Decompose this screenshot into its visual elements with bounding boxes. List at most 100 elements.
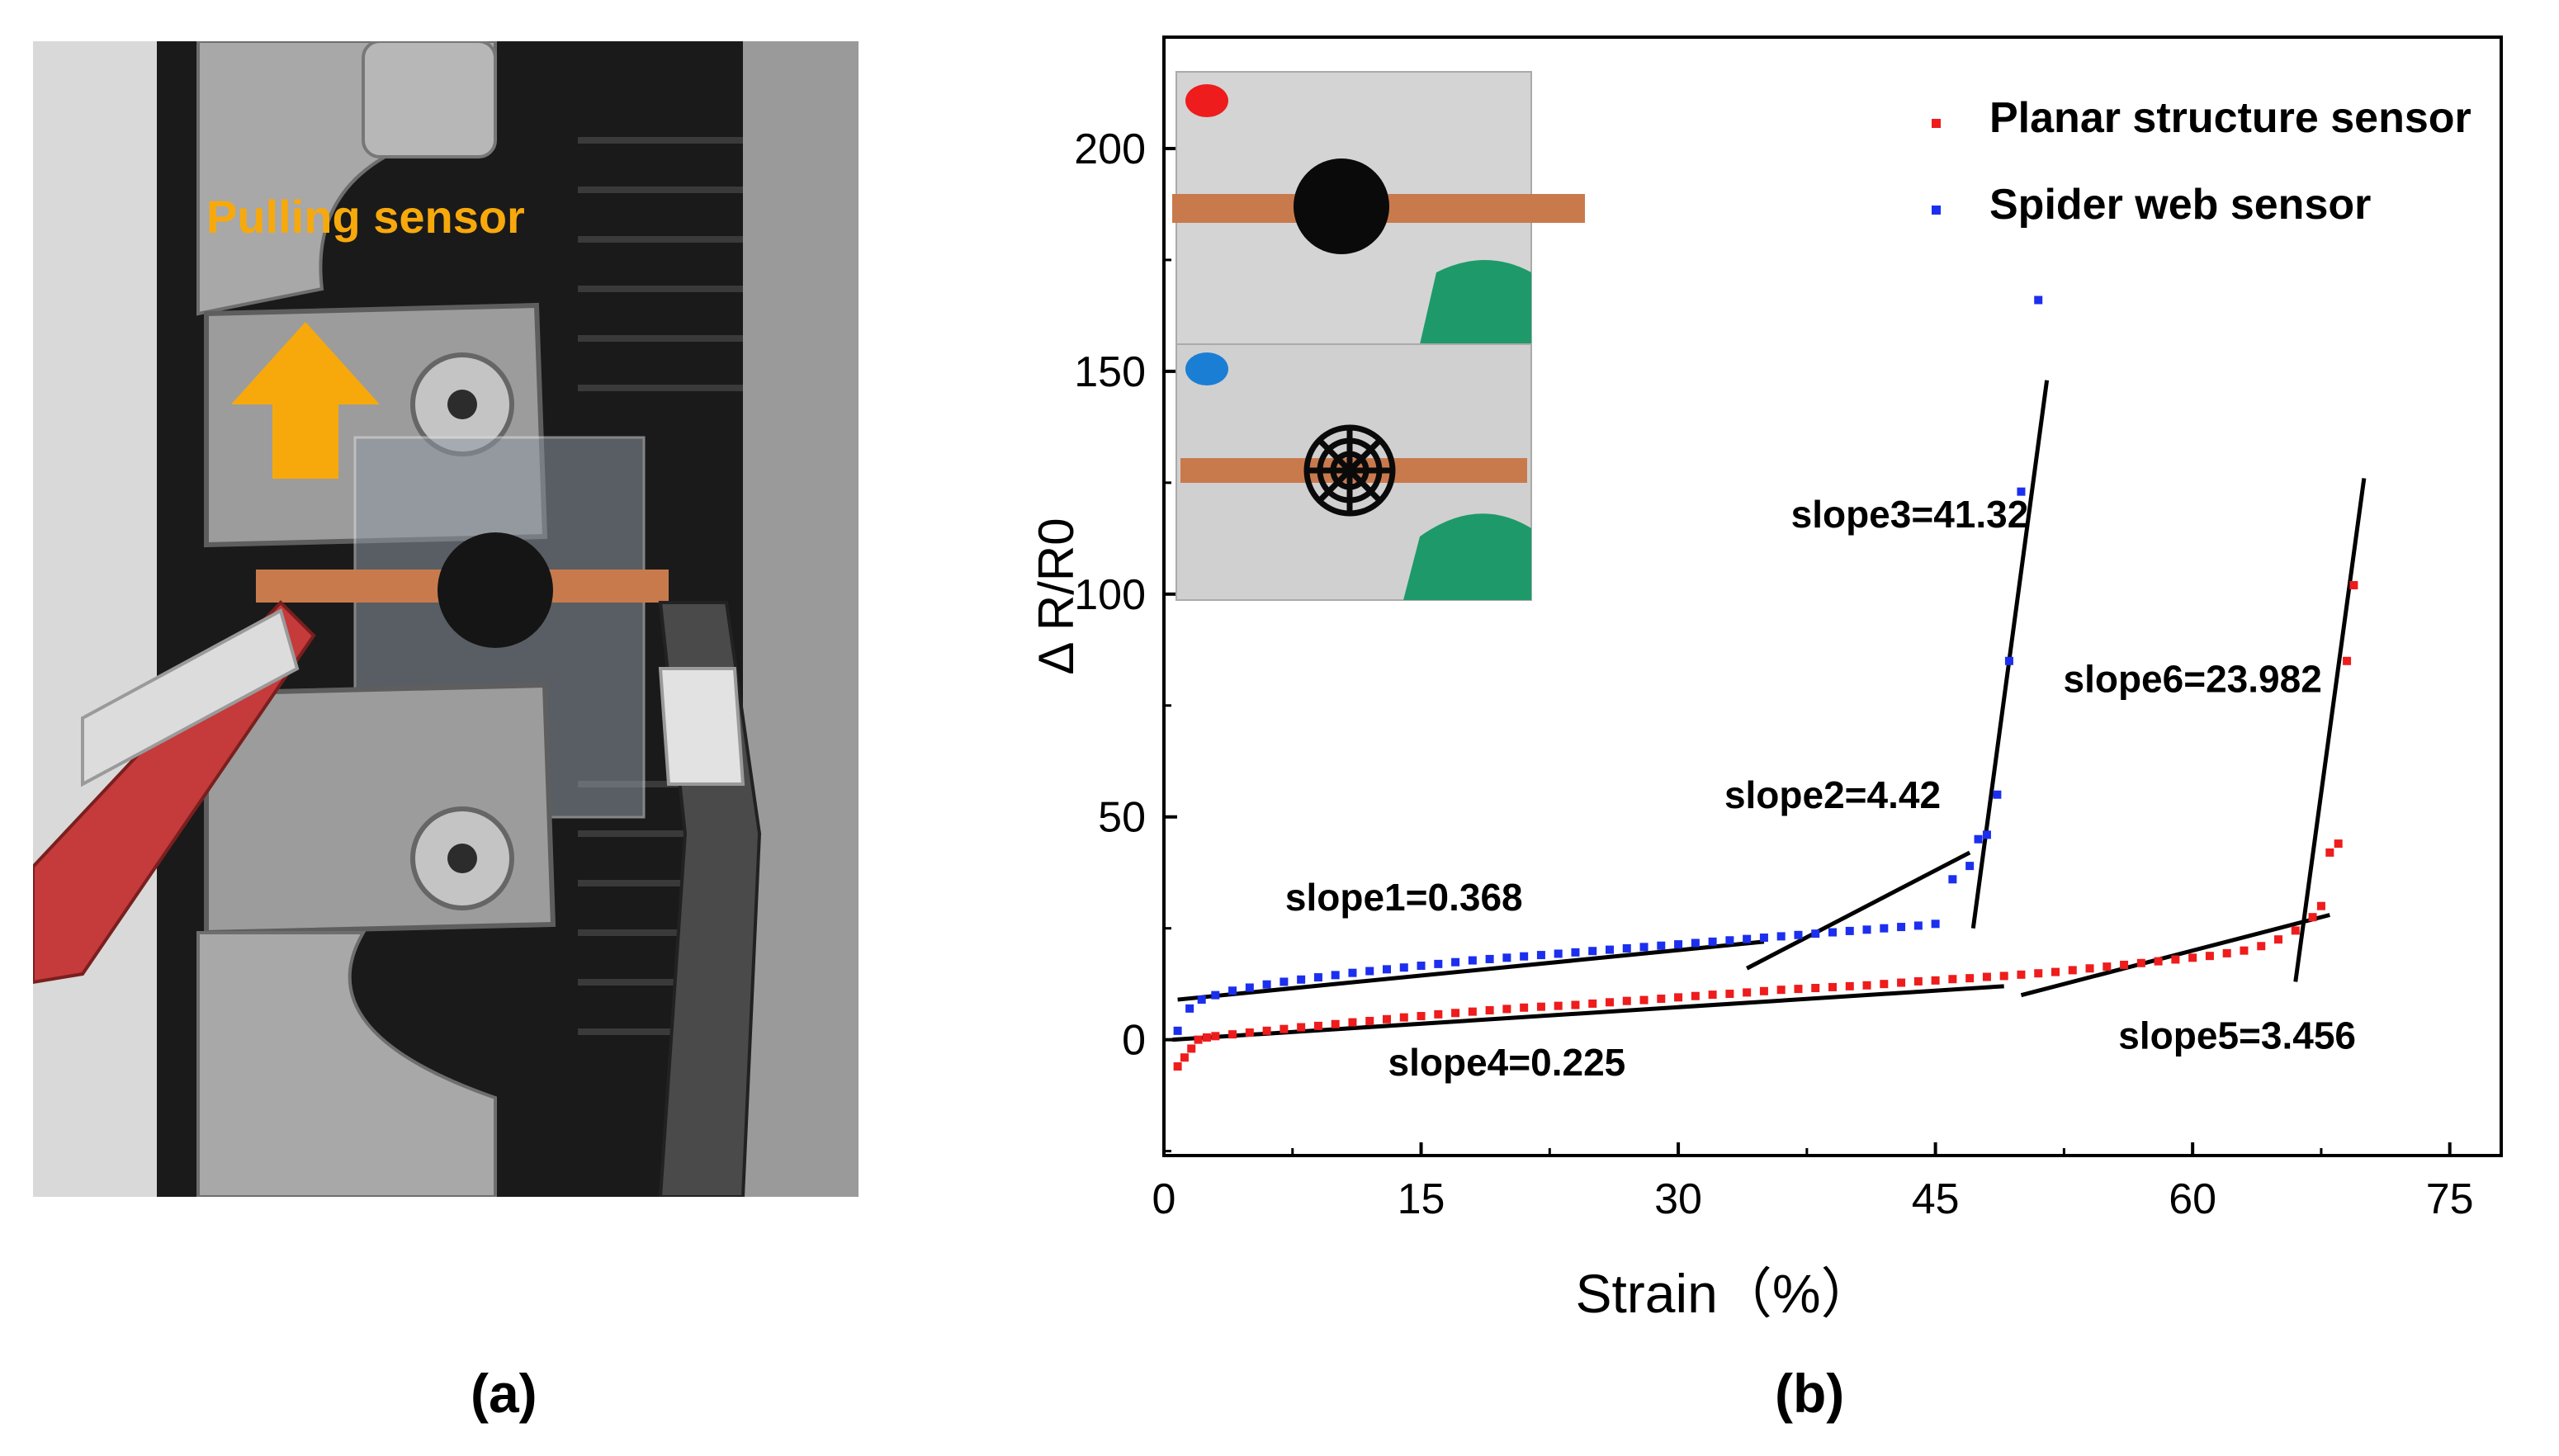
resistance-strain-chart: 0 15 30 45 60 75 0 50 100 150 200 Strain（%） Δ R/R0 sl… bbox=[1029, 35, 2503, 1324]
planar-data-point bbox=[1383, 1014, 1391, 1023]
legend-marker bbox=[1932, 119, 1941, 128]
inset-red-marker bbox=[1185, 84, 1228, 117]
spider-data-point bbox=[1982, 830, 1991, 839]
planar-data-point bbox=[1982, 972, 1991, 981]
right-probe-white bbox=[658, 667, 745, 786]
spider-data-point bbox=[1794, 930, 1803, 939]
planar-data-point bbox=[1228, 1030, 1237, 1039]
planar-data-point bbox=[2291, 926, 2300, 935]
planar-data-point bbox=[1622, 996, 1631, 1005]
spider-data-point bbox=[1297, 975, 1306, 984]
spider-data-point bbox=[1657, 941, 1666, 950]
spider-data-point bbox=[1993, 790, 2002, 799]
planar-data-point bbox=[1639, 995, 1648, 1005]
spider-data-point bbox=[1622, 943, 1631, 953]
planar-data-point bbox=[1691, 991, 1700, 1000]
planar-data-point bbox=[1536, 1002, 1545, 1011]
planar-data-point bbox=[2136, 958, 2145, 967]
spider-data-point bbox=[1280, 977, 1289, 986]
spider-data-point bbox=[1639, 943, 1648, 952]
planar-data-point bbox=[1173, 1062, 1182, 1071]
planar-data-point bbox=[1845, 981, 1854, 990]
spider-data-point bbox=[1862, 925, 1871, 934]
spider-data-point bbox=[1897, 923, 1906, 932]
planar-data-point bbox=[1897, 978, 1906, 987]
spider-data-point bbox=[1228, 986, 1237, 995]
spider-data-point bbox=[1845, 926, 1854, 935]
upper-bolt bbox=[362, 41, 497, 158]
slope-annotation: slope2=4.42 bbox=[1724, 773, 1941, 816]
photo-right-wall bbox=[743, 41, 859, 1197]
spider-data-point bbox=[1571, 948, 1580, 957]
inset-planar-glove bbox=[1420, 260, 1531, 344]
spider-data-point bbox=[1520, 952, 1529, 961]
photo-left-wall bbox=[33, 41, 165, 1197]
spider-data-point bbox=[1245, 983, 1254, 992]
planar-data-point bbox=[1417, 1012, 1426, 1021]
planar-data-point bbox=[1571, 1000, 1580, 1009]
planar-data-point bbox=[1554, 1001, 1563, 1010]
spider-data-point bbox=[1776, 932, 1786, 941]
planar-data-point bbox=[1828, 982, 1837, 991]
spider-data-point bbox=[1173, 1026, 1182, 1035]
planar-data-point bbox=[1211, 1032, 1220, 1041]
spider-data-point bbox=[1348, 968, 1357, 977]
spider-data-point bbox=[1811, 929, 1820, 938]
planar-data-point bbox=[2171, 955, 2180, 964]
x-tick-label: 0 bbox=[1152, 1175, 1176, 1223]
spider-data-point bbox=[1554, 949, 1563, 958]
planar-data-point bbox=[1657, 994, 1666, 1003]
planar-data-point bbox=[1331, 1019, 1340, 1028]
planar-data-point bbox=[2308, 913, 2317, 922]
planar-data-point bbox=[2240, 946, 2249, 955]
spider-data-point bbox=[2004, 656, 2013, 665]
planar-data-point bbox=[2085, 964, 2094, 973]
inset-spider-glove bbox=[1403, 513, 1531, 600]
x-tick-label: 30 bbox=[1654, 1175, 1702, 1223]
planar-data-point bbox=[1180, 1053, 1189, 1062]
planar-data-point bbox=[1468, 1007, 1477, 1016]
planar-data-point bbox=[1811, 984, 1820, 993]
planar-data-point bbox=[2068, 966, 2077, 975]
planar-data-point bbox=[2205, 952, 2214, 961]
planar-data-point bbox=[1399, 1013, 1408, 1022]
fit-line bbox=[1746, 850, 1971, 971]
spider-data-point bbox=[1743, 934, 1752, 943]
spider-data-point bbox=[1197, 995, 1206, 1005]
spider-data-point bbox=[1502, 953, 1511, 962]
planar-data-point bbox=[1348, 1018, 1357, 1027]
x-tick-label: 60 bbox=[2169, 1175, 2216, 1223]
fit-line bbox=[2293, 478, 2367, 982]
slope-annotation: slope6=23.982 bbox=[2064, 658, 2322, 701]
planar-data-point bbox=[1862, 981, 1871, 990]
planar-data-point bbox=[2274, 935, 2282, 944]
planar-data-point bbox=[1502, 1005, 1511, 1014]
lower-hook bbox=[196, 931, 497, 1197]
spider-data-point bbox=[1451, 957, 1460, 967]
left-probe-white bbox=[81, 608, 300, 787]
slope-annotation: slope5=3.456 bbox=[2118, 1014, 2356, 1057]
spider-data-point bbox=[1468, 956, 1477, 965]
y-tick-label: 0 bbox=[1122, 1017, 1146, 1065]
planar-data-point bbox=[1262, 1026, 1271, 1035]
fit-line bbox=[1177, 939, 1765, 1002]
y-tick-label: 150 bbox=[1074, 348, 1146, 396]
planar-data-point bbox=[1434, 1009, 1443, 1019]
fit-line bbox=[1970, 380, 2050, 929]
planar-data-point bbox=[2316, 901, 2325, 910]
inset-photos bbox=[1172, 71, 1585, 601]
x-tick-label: 75 bbox=[2426, 1175, 2474, 1223]
plot-frame bbox=[1162, 35, 2503, 1157]
planar-data-point bbox=[2325, 848, 2334, 857]
pulling-sensor-label: Pulling sensor bbox=[206, 191, 525, 243]
inset-blue-marker bbox=[1185, 352, 1228, 385]
spider-data-point bbox=[1965, 862, 1975, 871]
planar-data-point bbox=[2188, 953, 2197, 962]
planar-data-point bbox=[1965, 974, 1975, 983]
spider-data-point bbox=[1383, 965, 1391, 974]
planar-data-point bbox=[1451, 1009, 1460, 1018]
spider-data-point bbox=[1880, 924, 1889, 933]
slope-annotation: slope4=0.225 bbox=[1388, 1041, 1626, 1084]
legend-marker bbox=[1932, 206, 1941, 215]
spider-data-point bbox=[1606, 945, 1614, 954]
